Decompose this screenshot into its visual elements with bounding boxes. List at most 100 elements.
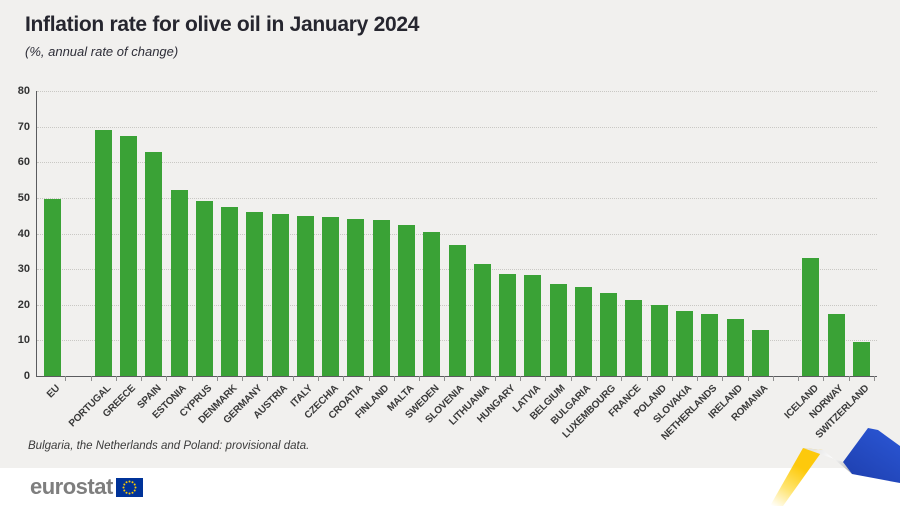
x-axis-tick (798, 376, 800, 381)
y-axis-labels: 0 10 20 30 40 50 60 70 80 (4, 86, 30, 382)
x-axis-tick (646, 376, 648, 381)
x-axis-tick (368, 376, 370, 381)
x-axis-tick (65, 376, 67, 381)
x-axis-tick (115, 376, 117, 381)
x-axis-tick (267, 376, 269, 381)
eurostat-logo: eurostat (30, 474, 143, 500)
chart-title: Inflation rate for olive oil in January … (25, 13, 420, 36)
x-axis-tick (216, 376, 218, 381)
bar-ireland (726, 319, 744, 376)
x-axis-tick (697, 376, 699, 381)
bar-belgium (549, 284, 567, 376)
x-axis-tick (722, 376, 724, 381)
bar-france (625, 300, 643, 376)
footnote: Bulgaria, the Netherlands and Poland: pr… (28, 440, 310, 452)
bar-latvia (524, 275, 542, 376)
eu-flag-star (128, 480, 131, 482)
bar-slovakia (675, 311, 693, 376)
y-tick-label-70: 70 (17, 120, 30, 133)
x-axis-tick (621, 376, 623, 381)
x-axis-tick (393, 376, 395, 381)
gridline-70 (37, 126, 877, 128)
x-axis-tick (318, 376, 319, 381)
gridline-60 (37, 162, 877, 164)
bar-germany (246, 212, 264, 376)
y-tick-label-0: 0 (23, 370, 30, 382)
eu-flag-star (133, 483, 136, 485)
bar-slovenia (448, 244, 466, 376)
bar-finland (372, 219, 390, 376)
bar-eu (44, 198, 62, 376)
x-axis-tick (545, 376, 547, 381)
x-axis-tick (469, 376, 471, 381)
ribbon-blue-band (843, 428, 900, 483)
bar-lithuania (473, 263, 491, 376)
x-axis-tick (444, 376, 446, 381)
bar-luxembourg (600, 293, 618, 376)
eu-flag-star (133, 489, 136, 491)
x-axis-tick (747, 376, 749, 381)
gridline-40 (37, 233, 877, 235)
x-axis-tick (874, 376, 875, 381)
eu-flag-star (131, 491, 134, 494)
eurostat-wordmark: eurostat (30, 474, 113, 499)
bar-bulgaria (574, 286, 592, 376)
plot-area (36, 91, 877, 381)
x-axis-tick (166, 376, 168, 381)
bar-romania (751, 330, 769, 376)
bar-norway (827, 313, 845, 376)
eu-flag-star (125, 491, 128, 494)
decorative-ribbon (770, 428, 900, 506)
y-tick-label-50: 50 (17, 191, 30, 204)
y-tick-label-40: 40 (17, 227, 30, 240)
bar-iceland (802, 258, 820, 376)
x-axis-tick (671, 376, 673, 381)
x-axis-tick (520, 376, 522, 381)
x-axis-tick (596, 376, 597, 381)
x-axis-tick (343, 376, 345, 381)
x-axis-tick (242, 376, 244, 381)
y-tick-label-20: 20 (17, 298, 30, 311)
x-axis-tick (494, 376, 496, 381)
eu-flag-star (134, 486, 137, 488)
bar-netherlands (701, 313, 719, 376)
eu-flag-star (128, 492, 131, 494)
bar-cyprus (195, 200, 213, 376)
bar-estonia (170, 190, 188, 376)
bar-croatia (347, 219, 365, 376)
y-tick-label-30: 30 (17, 263, 30, 276)
eu-flag-icon (115, 477, 143, 497)
ribbon-yellow-band (770, 448, 823, 506)
bar-switzerland (852, 341, 870, 376)
y-tick-label-80: 80 (17, 85, 30, 97)
bar-denmark (221, 207, 239, 376)
x-axis-tick (570, 376, 572, 381)
bar-malta (397, 224, 415, 376)
x-axis-tick (292, 376, 294, 381)
bar-hungary (499, 273, 517, 376)
x-axis-tick (823, 376, 825, 381)
eu-flag-star (125, 480, 128, 483)
bar-spain (145, 151, 163, 376)
y-tick-label-10: 10 (17, 334, 30, 347)
gridline-80 (37, 91, 877, 92)
x-axis-tick (848, 376, 850, 381)
x-axis-tick (419, 376, 421, 381)
eu-flag-star (123, 483, 126, 485)
eu-flag-star (122, 486, 125, 488)
x-axis-tick (191, 376, 193, 381)
x-axis-tick (90, 376, 92, 381)
bar-sweden (423, 232, 441, 376)
chart-subtitle: (%, annual rate of change) (25, 44, 179, 59)
gridline-50 (37, 197, 877, 199)
bar-portugal (94, 129, 112, 376)
bar-czechia (322, 216, 340, 376)
eu-flag-star (131, 480, 134, 483)
eu-flag-star (123, 489, 126, 491)
x-axis-tick (141, 376, 143, 381)
bar-austria (271, 214, 289, 376)
bar-poland (650, 305, 668, 376)
y-tick-label-60: 60 (17, 156, 30, 169)
bar-italy (296, 216, 314, 376)
x-axis-tick (772, 376, 774, 381)
